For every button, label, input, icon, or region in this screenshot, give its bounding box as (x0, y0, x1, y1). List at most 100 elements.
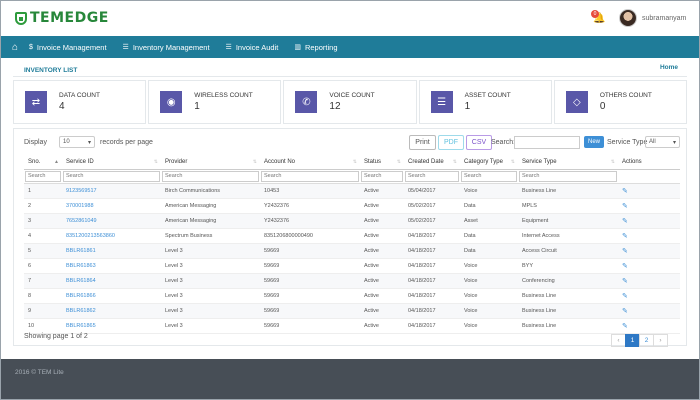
table-row[interactable]: 5 BBLR61861 Level 3 59669 Active 04/18/2017 Da… (24, 243, 680, 259)
breadcrumb-home-link[interactable]: Home (659, 64, 678, 71)
filter-status-input[interactable] (361, 170, 403, 182)
table-row[interactable]: 10 BBLR61865 Level 3 59669 Active 04/18/2017 V… (24, 318, 680, 334)
table-cell[interactable]: 8351200213563860 (62, 228, 161, 244)
actions-cell: ✎ (618, 303, 680, 319)
print-button[interactable]: Print (409, 135, 436, 150)
card-asset-count[interactable]: ☰ ASSET COUNT 1 (418, 80, 552, 124)
nav-reporting[interactable]: ▥ Reporting (294, 43, 337, 52)
csv-button[interactable]: CSV (466, 135, 492, 150)
card-value: 4 (59, 101, 65, 112)
table-row[interactable]: 9 BBLR61862 Level 3 59669 Active 04/18/2017 Vo… (24, 303, 680, 319)
table-row[interactable]: 6 BBLR61863 Level 3 59669 Active 04/18/2017 Vo… (24, 258, 680, 274)
edit-icon[interactable]: ✎ (622, 232, 628, 240)
sort-icon: ⇅ (510, 159, 515, 166)
diamond-icon: ◇ (565, 91, 588, 113)
filter-category-type-input[interactable] (461, 170, 517, 182)
filter-service-type-input[interactable] (519, 170, 617, 182)
prev-page-button[interactable]: ‹ (611, 334, 626, 347)
avatar[interactable] (619, 9, 637, 27)
table-cell: American Messaging (161, 198, 260, 214)
page-size-select[interactable]: 10 ▾ (59, 136, 95, 148)
home-icon[interactable]: ⌂ (11, 41, 19, 53)
filter-provider-input[interactable] (162, 170, 259, 182)
page-button-2[interactable]: 2 (639, 334, 654, 347)
search-input[interactable] (514, 136, 580, 149)
edit-icon[interactable]: ✎ (622, 307, 628, 315)
table-cell: Access Circuit (518, 243, 618, 259)
nav-label: Invoice Audit (235, 42, 279, 52)
col-sno[interactable]: Sno. ▲ (24, 156, 62, 170)
filter-cell (62, 169, 161, 184)
edit-icon[interactable]: ✎ (622, 247, 628, 255)
table-cell: 04/18/2017 (404, 288, 460, 304)
edit-icon[interactable]: ✎ (622, 187, 628, 195)
card-label: ASSET COUNT (464, 92, 511, 99)
edit-icon[interactable]: ✎ (622, 217, 628, 225)
bar-chart-icon: ▥ (294, 44, 301, 51)
new-button[interactable]: New (584, 136, 604, 148)
summary-cards: ⇄ DATA COUNT 4 ◉ WIRELESS COUNT 1 ✆ VOICE … (13, 80, 688, 124)
page-size-value: 10 (63, 139, 70, 145)
next-page-button[interactable]: › (653, 334, 668, 347)
table-cell[interactable]: BBLR61865 (62, 318, 161, 334)
col-account-no[interactable]: Account No ⇅ (260, 156, 360, 170)
table-cell[interactable]: 9123569517 (62, 183, 161, 199)
table-cell: Active (360, 198, 404, 214)
table-cell[interactable]: BBLR61866 (62, 288, 161, 304)
edit-icon[interactable]: ✎ (622, 202, 628, 210)
table-cell: Y2432376 (260, 198, 360, 214)
table-row[interactable]: 1 9123569517 Birch Communications 10453 Acti… (24, 183, 680, 199)
pdf-button[interactable]: PDF (438, 135, 464, 150)
card-others-count[interactable]: ◇ OTHERS COUNT 0 (553, 80, 688, 124)
table-cell[interactable]: BBLR61864 (62, 273, 161, 289)
nav-invoice-audit[interactable]: ☰ Invoice Audit (226, 43, 279, 52)
table-cell[interactable]: 7652861049 (62, 213, 161, 229)
filter-account-no-input[interactable] (261, 170, 359, 182)
col-provider[interactable]: Provider ⇅ (161, 156, 260, 170)
filter-sno-input[interactable] (25, 170, 61, 182)
edit-icon[interactable]: ✎ (622, 277, 628, 285)
column-label: Account No (264, 159, 296, 166)
table-cell: Voice (460, 288, 518, 304)
edit-icon[interactable]: ✎ (622, 262, 628, 270)
arrows-icon: ⇄ (25, 91, 47, 113)
table-cell[interactable]: BBLR61861 (62, 243, 161, 259)
table-cell[interactable]: BBLR61863 (62, 258, 161, 274)
table-row[interactable]: 8 BBLR61866 Level 3 59669 Active 04/18/2017 Vo… (24, 288, 680, 304)
username[interactable]: subramanyam (642, 15, 687, 22)
col-status[interactable]: Status ⇅ (360, 156, 404, 170)
filter-row (24, 169, 680, 184)
edit-icon[interactable]: ✎ (622, 292, 628, 300)
table-cell: Birch Communications (161, 183, 260, 199)
nav-invoice-management[interactable]: $ Invoice Management (29, 43, 107, 52)
nav-inventory-management[interactable]: ☰ Inventory Management (123, 43, 210, 52)
bell-icon[interactable]: 🔔 (593, 13, 606, 24)
col-service-type[interactable]: Service Type ⇅ (518, 156, 618, 170)
table-cell: Data (460, 198, 518, 214)
table-row[interactable]: 7 BBLR61864 Level 3 59669 Active 04/18/2017 Vo… (24, 273, 680, 289)
filter-cell (24, 169, 62, 184)
col-category-type[interactable]: Category Type ⇅ (460, 156, 518, 170)
card-voice-count[interactable]: ✆ VOICE COUNT 12 (283, 80, 417, 124)
filter-service-id-input[interactable] (63, 170, 160, 182)
table-row[interactable]: 4 8351200213563860 Spectrum Business 835120… (24, 228, 680, 244)
table-cell: Voice (460, 318, 518, 334)
table-cell: Internet Access (518, 228, 618, 244)
brand-logo[interactable]: TEMEDGE (15, 10, 109, 26)
table-cell: Level 3 (161, 273, 260, 289)
table-row[interactable]: 2 370001988 American Messaging Y2432376 Acti… (24, 198, 680, 214)
shield-logo-icon (15, 11, 27, 25)
table-cell: Active (360, 273, 404, 289)
table-cell[interactable]: 370001988 (62, 198, 161, 214)
col-created-date[interactable]: Created Date ⇅ (404, 156, 460, 170)
col-service-id[interactable]: Service ID ⇅ (62, 156, 161, 170)
filter-created-date-input[interactable] (405, 170, 459, 182)
table-cell[interactable]: BBLR61862 (62, 303, 161, 319)
card-wireless-count[interactable]: ◉ WIRELESS COUNT 1 (148, 80, 282, 124)
service-type-select[interactable]: All ▾ (645, 136, 680, 148)
page-button-1[interactable]: 1 (625, 334, 640, 347)
edit-icon[interactable]: ✎ (622, 322, 628, 330)
table-cell: 59669 (260, 258, 360, 274)
card-data-count[interactable]: ⇄ DATA COUNT 4 (13, 80, 147, 124)
table-row[interactable]: 3 7652861049 American Messaging Y2432376 Act… (24, 213, 680, 229)
